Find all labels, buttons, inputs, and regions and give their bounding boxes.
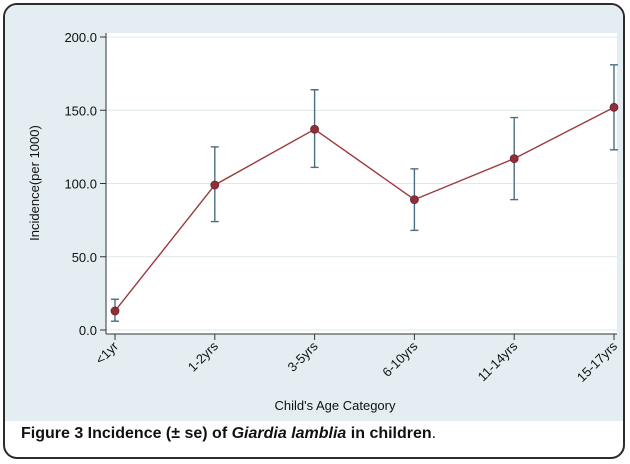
caption-text-pre: Incidence (± se) of bbox=[83, 425, 232, 442]
y-tick-label: 200.0 bbox=[64, 30, 97, 45]
series-line bbox=[114, 106, 615, 312]
caption-text-post: in children bbox=[346, 425, 432, 442]
data-point bbox=[509, 154, 519, 163]
data-point bbox=[609, 102, 619, 112]
x-axis-label: Child's Age Category bbox=[275, 398, 396, 413]
y-tick-label: 100.0 bbox=[64, 177, 97, 192]
figure-caption: Figure 3 Incidence (± se) of Giardia lam… bbox=[21, 425, 436, 443]
caption-figure-label: Figure 3 bbox=[21, 425, 84, 442]
data-point bbox=[110, 306, 120, 316]
y-axis-label: Incidence(per 1000) bbox=[27, 125, 42, 241]
y-tick-label: 50.0 bbox=[72, 250, 97, 265]
data-point bbox=[210, 180, 220, 190]
data-point bbox=[409, 195, 419, 205]
grid-lines bbox=[106, 36, 617, 331]
y-ticks: 0.0 50.0 100.0 150.0 200.0 bbox=[64, 30, 106, 338]
y-tick-label: 150.0 bbox=[64, 103, 97, 118]
caption-species: Giardia lamblia bbox=[231, 425, 347, 442]
figure-frame: 0.0 50.0 100.0 150.0 200.0 <1yr 1-2yrs 3-5yrs 6… bbox=[3, 3, 625, 459]
data-points bbox=[110, 102, 619, 316]
data-point bbox=[310, 124, 320, 134]
y-tick-label: 0.0 bbox=[79, 323, 97, 338]
caption-end: . bbox=[431, 425, 437, 442]
